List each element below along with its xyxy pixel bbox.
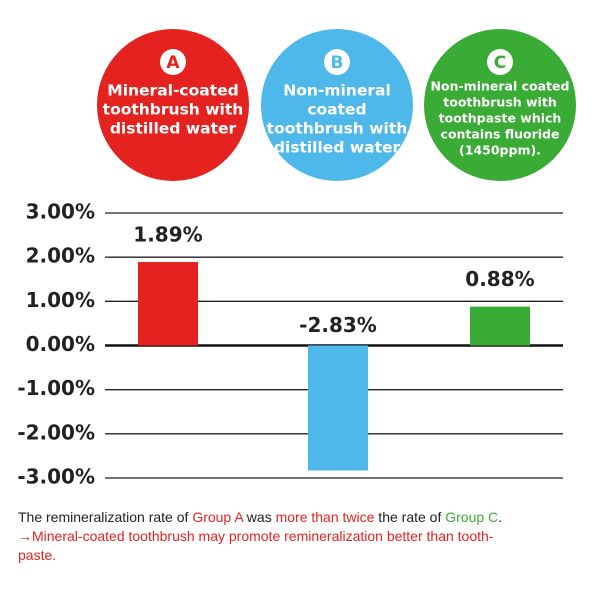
group-description: toothpaste which <box>439 111 562 126</box>
footnote-text: . <box>498 509 503 525</box>
value-label: -2.83% <box>299 313 377 337</box>
y-tick-label: 3.00% <box>26 200 95 224</box>
group-description: toothbrush with <box>443 95 556 110</box>
footnote-text: was <box>242 509 276 525</box>
footnote-text: →Mineral-coated toothbrush may promote r… <box>18 528 494 544</box>
value-label: 0.88% <box>465 267 534 291</box>
group-description: Mineral-coated <box>107 82 238 100</box>
group-description: Non-mineral <box>283 82 391 100</box>
y-tick-label: -1.00% <box>17 376 95 400</box>
footnote-text: the rate of <box>374 509 446 525</box>
group-description: distilled water <box>110 120 237 138</box>
group-badge <box>487 49 513 75</box>
footnote-text: paste. <box>18 547 57 563</box>
group-circle <box>97 29 249 181</box>
y-tick-label: 2.00% <box>26 244 95 268</box>
y-tick-label: 1.00% <box>26 288 95 312</box>
group-circle <box>261 29 413 181</box>
group-letter: B <box>331 53 344 73</box>
group-description: toothbrush with <box>267 120 408 138</box>
bar <box>470 306 530 346</box>
footnote: The remineralization rate of Group A was… <box>18 508 588 565</box>
group-description: distilled water <box>274 139 401 157</box>
group-letter: A <box>166 53 180 73</box>
group-description: toothbrush with <box>103 101 244 119</box>
footnote-text: Group C <box>445 509 499 525</box>
group-badge <box>160 49 186 75</box>
group-circle <box>424 29 576 181</box>
y-tick-label: -2.00% <box>17 420 95 444</box>
group-description: coated <box>307 101 366 119</box>
footnote-text: The remineralization rate of <box>18 509 193 525</box>
footnote-line: The remineralization rate of Group A was… <box>18 508 588 527</box>
footnote-line: paste. <box>18 546 588 565</box>
bar <box>308 345 368 471</box>
group-letter: C <box>494 53 506 73</box>
footnote-text: more than twice <box>275 509 375 525</box>
group-badge <box>324 49 350 75</box>
y-tick-label: 0.00% <box>26 332 95 356</box>
value-label: 1.89% <box>133 223 202 247</box>
footnote-line: →Mineral-coated toothbrush may promote r… <box>18 527 588 546</box>
footnote-text: Group A <box>192 509 243 525</box>
group-description: Non-mineral coated <box>431 79 570 94</box>
group-description: contains fluoride <box>441 127 560 142</box>
y-tick-label: -3.00% <box>17 465 95 489</box>
group-description: (1450ppm). <box>459 143 541 158</box>
bar <box>138 262 198 346</box>
